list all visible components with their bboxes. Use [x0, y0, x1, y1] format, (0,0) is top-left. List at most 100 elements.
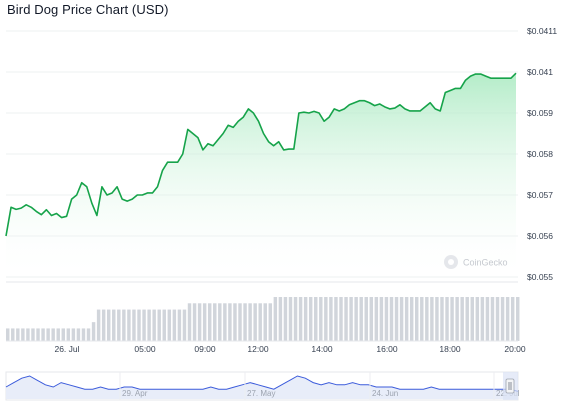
volume-bar — [81, 328, 86, 341]
volume-bar — [132, 309, 136, 341]
volume-bar — [112, 309, 116, 341]
volume-bar — [455, 297, 459, 341]
volume-bar — [369, 297, 374, 341]
volume-bar — [142, 309, 146, 341]
x-tick-label: 26. Jul — [54, 344, 79, 354]
volume-bar — [16, 328, 20, 341]
volume-bar — [440, 297, 444, 341]
volume-bar — [11, 328, 15, 341]
volume-bar — [495, 297, 500, 341]
volume-bar — [56, 328, 60, 341]
volume-bar — [510, 297, 515, 341]
y-tick-label: $0.059 — [527, 108, 553, 118]
volume-bar — [177, 309, 182, 341]
volume-bar — [329, 297, 333, 341]
volume-bar — [263, 303, 267, 341]
volume-bar — [127, 309, 131, 341]
volume-bar — [152, 309, 156, 341]
x-tick-label: 09:00 — [194, 344, 216, 354]
volume-bar — [101, 309, 106, 341]
volume-bar — [162, 309, 166, 341]
navigator-handle-icon[interactable] — [505, 378, 515, 394]
volume-bar — [197, 303, 202, 341]
navigator-tick-label: 24. Jun — [372, 389, 398, 398]
price-area-fill — [6, 73, 516, 280]
y-tick-label: $0.057 — [527, 190, 553, 200]
volume-bar — [243, 303, 247, 341]
volume-bar — [475, 297, 480, 341]
volume-bar — [430, 297, 434, 341]
volume-bar — [137, 309, 141, 341]
volume-bar — [228, 303, 232, 341]
volume-bar — [51, 328, 55, 341]
volume-bar — [46, 328, 50, 341]
volume-bar — [86, 328, 91, 341]
volume-bar — [470, 297, 474, 341]
volume-bar — [435, 297, 439, 341]
volume-bar — [379, 297, 384, 341]
volume-bar — [218, 303, 222, 341]
y-tick-label: $0.0411 — [527, 26, 557, 36]
volume-bar — [384, 297, 389, 341]
volume-bar — [182, 309, 187, 341]
volume-bar — [394, 297, 399, 341]
volume-bar — [324, 297, 328, 341]
volume-bar — [399, 297, 404, 341]
volume-bar — [415, 297, 419, 341]
volume-bar — [21, 328, 25, 341]
volume-bars — [6, 297, 520, 341]
volume-bar — [516, 297, 520, 341]
volume-bar — [248, 303, 252, 341]
price-line-layer — [5, 72, 517, 237]
volume-bar — [450, 297, 454, 341]
volume-bar — [258, 303, 262, 341]
volume-bar — [293, 297, 298, 341]
price-area — [6, 73, 516, 280]
volume-bar — [268, 303, 273, 341]
volume-bar — [61, 328, 65, 341]
volume-bar — [480, 297, 485, 341]
volume-bar — [500, 297, 505, 341]
volume-bar — [404, 297, 409, 341]
volume-bar — [409, 297, 414, 341]
navigator-tick-label: 29. Apr — [122, 389, 148, 398]
volume-bar — [238, 303, 242, 341]
volume-bar — [344, 297, 348, 341]
x-axis-labels: 26. Jul 05:00 09:00 12:00 14:00 16:00 18:00 20:… — [54, 344, 525, 354]
volume-bar — [278, 297, 283, 341]
volume-bar — [339, 297, 343, 341]
volume-bar — [465, 297, 469, 341]
volume-bar — [389, 297, 394, 341]
volume-bar — [172, 309, 177, 341]
volume-bar — [66, 328, 71, 341]
volume-bar — [505, 297, 510, 341]
y-tick-label: $0.056 — [527, 231, 553, 241]
volume-bar — [26, 328, 30, 341]
volume-bar — [334, 297, 338, 341]
volume-bar — [122, 309, 126, 341]
volume-bar — [106, 309, 111, 341]
volume-bar — [207, 303, 212, 341]
navigator-line — [5, 375, 519, 392]
x-tick-label: 20:00 — [504, 344, 526, 354]
price-line — [5, 72, 517, 237]
volume-bar — [253, 303, 257, 341]
watermark-text: CoinGecko — [463, 258, 508, 268]
volume-bar — [273, 297, 278, 341]
volume-bar — [445, 297, 449, 341]
volume-bar — [354, 297, 358, 341]
y-tick-label: $0.041 — [527, 67, 553, 77]
x-tick-label: 05:00 — [134, 344, 156, 354]
volume-bar — [233, 303, 237, 341]
volume-bar — [157, 309, 161, 341]
x-tick-label: 16:00 — [376, 344, 398, 354]
y-tick-label: $0.055 — [527, 272, 553, 282]
volume-bar — [202, 303, 207, 341]
volume-bar — [308, 297, 313, 341]
volume-bar — [349, 297, 353, 341]
volume-bar — [41, 328, 45, 341]
volume-bar — [319, 297, 323, 341]
x-tick-label: 12:00 — [247, 344, 269, 354]
